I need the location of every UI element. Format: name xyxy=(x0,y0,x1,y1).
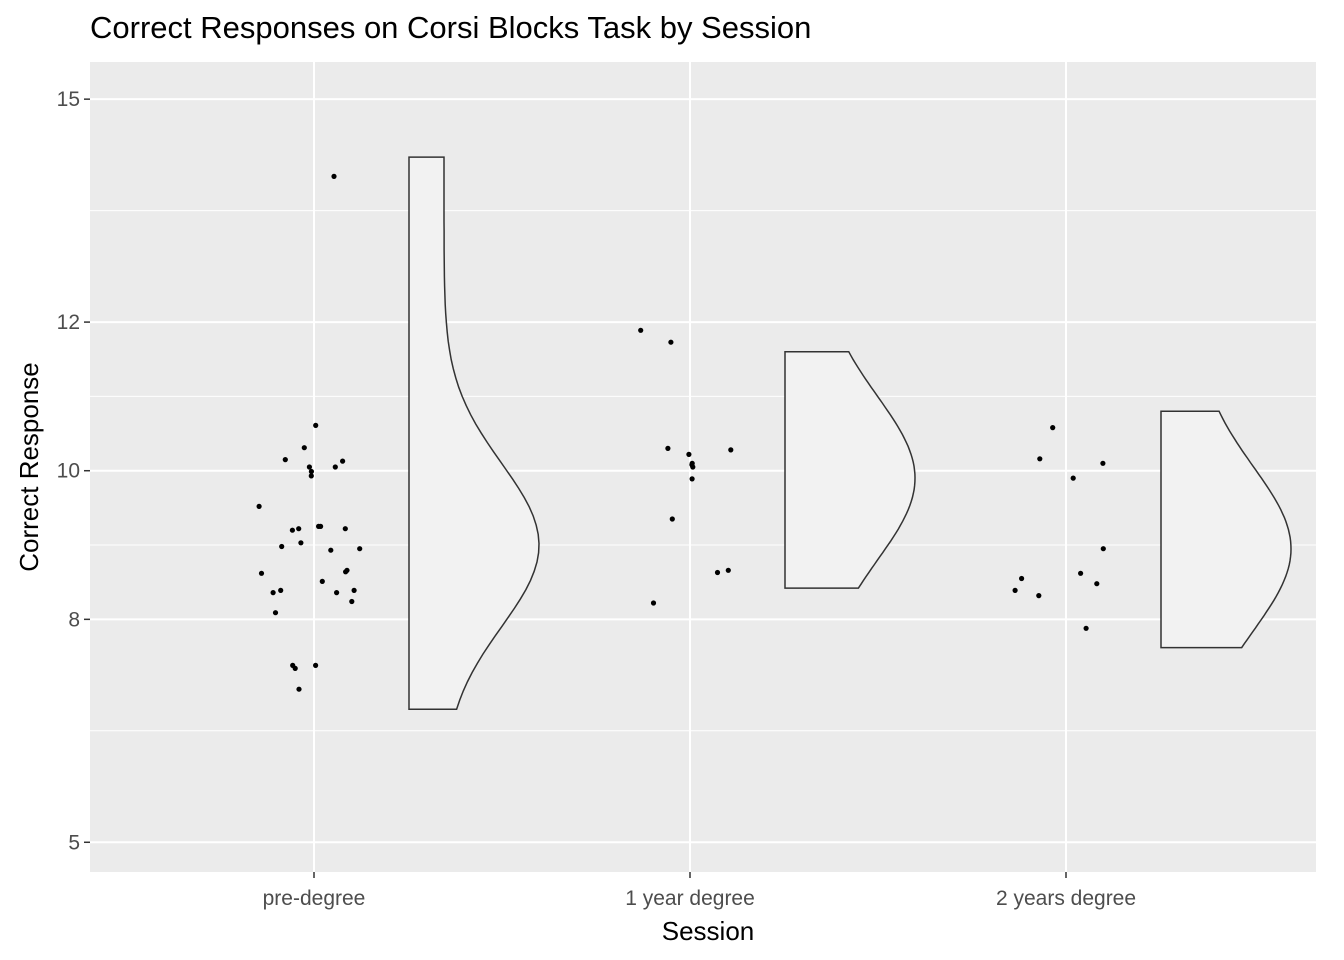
y-tick-label: 5 xyxy=(68,831,80,854)
data-point xyxy=(351,587,357,594)
data-point xyxy=(270,590,276,596)
data-point xyxy=(342,526,348,532)
data-point xyxy=(714,569,721,576)
x-tick-label: 2 years degree xyxy=(996,887,1136,910)
data-point xyxy=(357,546,363,552)
violin-2 xyxy=(784,351,916,589)
data-point xyxy=(689,476,695,482)
violin-layer xyxy=(408,156,1292,711)
y-tick-label: 12 xyxy=(57,311,80,334)
data-point xyxy=(272,610,279,616)
data-point xyxy=(349,598,355,605)
data-point xyxy=(1094,581,1100,587)
points-layer xyxy=(256,173,1106,692)
data-point xyxy=(340,458,346,464)
data-point xyxy=(1036,593,1042,599)
data-point xyxy=(334,590,340,596)
data-point xyxy=(308,468,314,475)
data-point xyxy=(669,516,675,522)
data-point xyxy=(296,526,302,532)
data-point xyxy=(1070,475,1076,481)
y-tick-label: 8 xyxy=(68,608,80,631)
data-point xyxy=(1078,570,1084,576)
data-point xyxy=(296,686,302,692)
data-point xyxy=(1037,456,1043,462)
data-point xyxy=(725,567,731,573)
data-point xyxy=(332,464,338,470)
data-point xyxy=(1012,587,1018,594)
data-point xyxy=(308,473,314,479)
x-axis: pre-degree 1 year degree 2 years degree xyxy=(263,872,1136,910)
data-point xyxy=(289,527,295,533)
data-point xyxy=(1050,425,1056,431)
data-point xyxy=(318,523,324,530)
data-point xyxy=(638,327,644,333)
data-point xyxy=(665,445,671,451)
plot-panel xyxy=(90,62,1316,872)
data-point xyxy=(650,600,657,606)
data-point xyxy=(278,587,284,594)
y-tick-label: 15 xyxy=(57,88,80,111)
data-point xyxy=(292,665,298,672)
data-point xyxy=(298,540,304,546)
grid-lines xyxy=(90,62,1316,872)
data-point xyxy=(1083,625,1089,631)
data-point xyxy=(279,543,285,550)
y-tick-label: 10 xyxy=(57,460,80,483)
x-tick-label: pre-degree xyxy=(263,887,366,910)
y-axis-title: Correct Response xyxy=(14,362,44,572)
data-point xyxy=(1019,575,1025,582)
violin-3 xyxy=(1160,410,1292,649)
data-point xyxy=(301,445,307,451)
data-point xyxy=(728,447,734,453)
data-point xyxy=(331,173,337,179)
violin-1 xyxy=(408,156,540,711)
y-axis: 5 8 10 12 15 xyxy=(57,88,90,854)
chart-title: Correct Responses on Corsi Blocks Task b… xyxy=(90,10,812,45)
data-point xyxy=(690,464,696,470)
data-point xyxy=(282,457,288,463)
data-point xyxy=(313,422,319,428)
data-point xyxy=(258,570,265,576)
data-point xyxy=(343,569,349,575)
data-point xyxy=(306,464,312,470)
data-point xyxy=(1100,460,1106,466)
x-axis-title: Session xyxy=(662,916,755,946)
data-point xyxy=(686,451,692,457)
data-point xyxy=(328,547,334,553)
data-point xyxy=(256,503,262,509)
data-point xyxy=(1100,546,1106,552)
x-tick-label: 1 year degree xyxy=(625,887,755,910)
data-point xyxy=(319,578,325,585)
data-point xyxy=(313,662,319,669)
data-point xyxy=(668,339,674,345)
